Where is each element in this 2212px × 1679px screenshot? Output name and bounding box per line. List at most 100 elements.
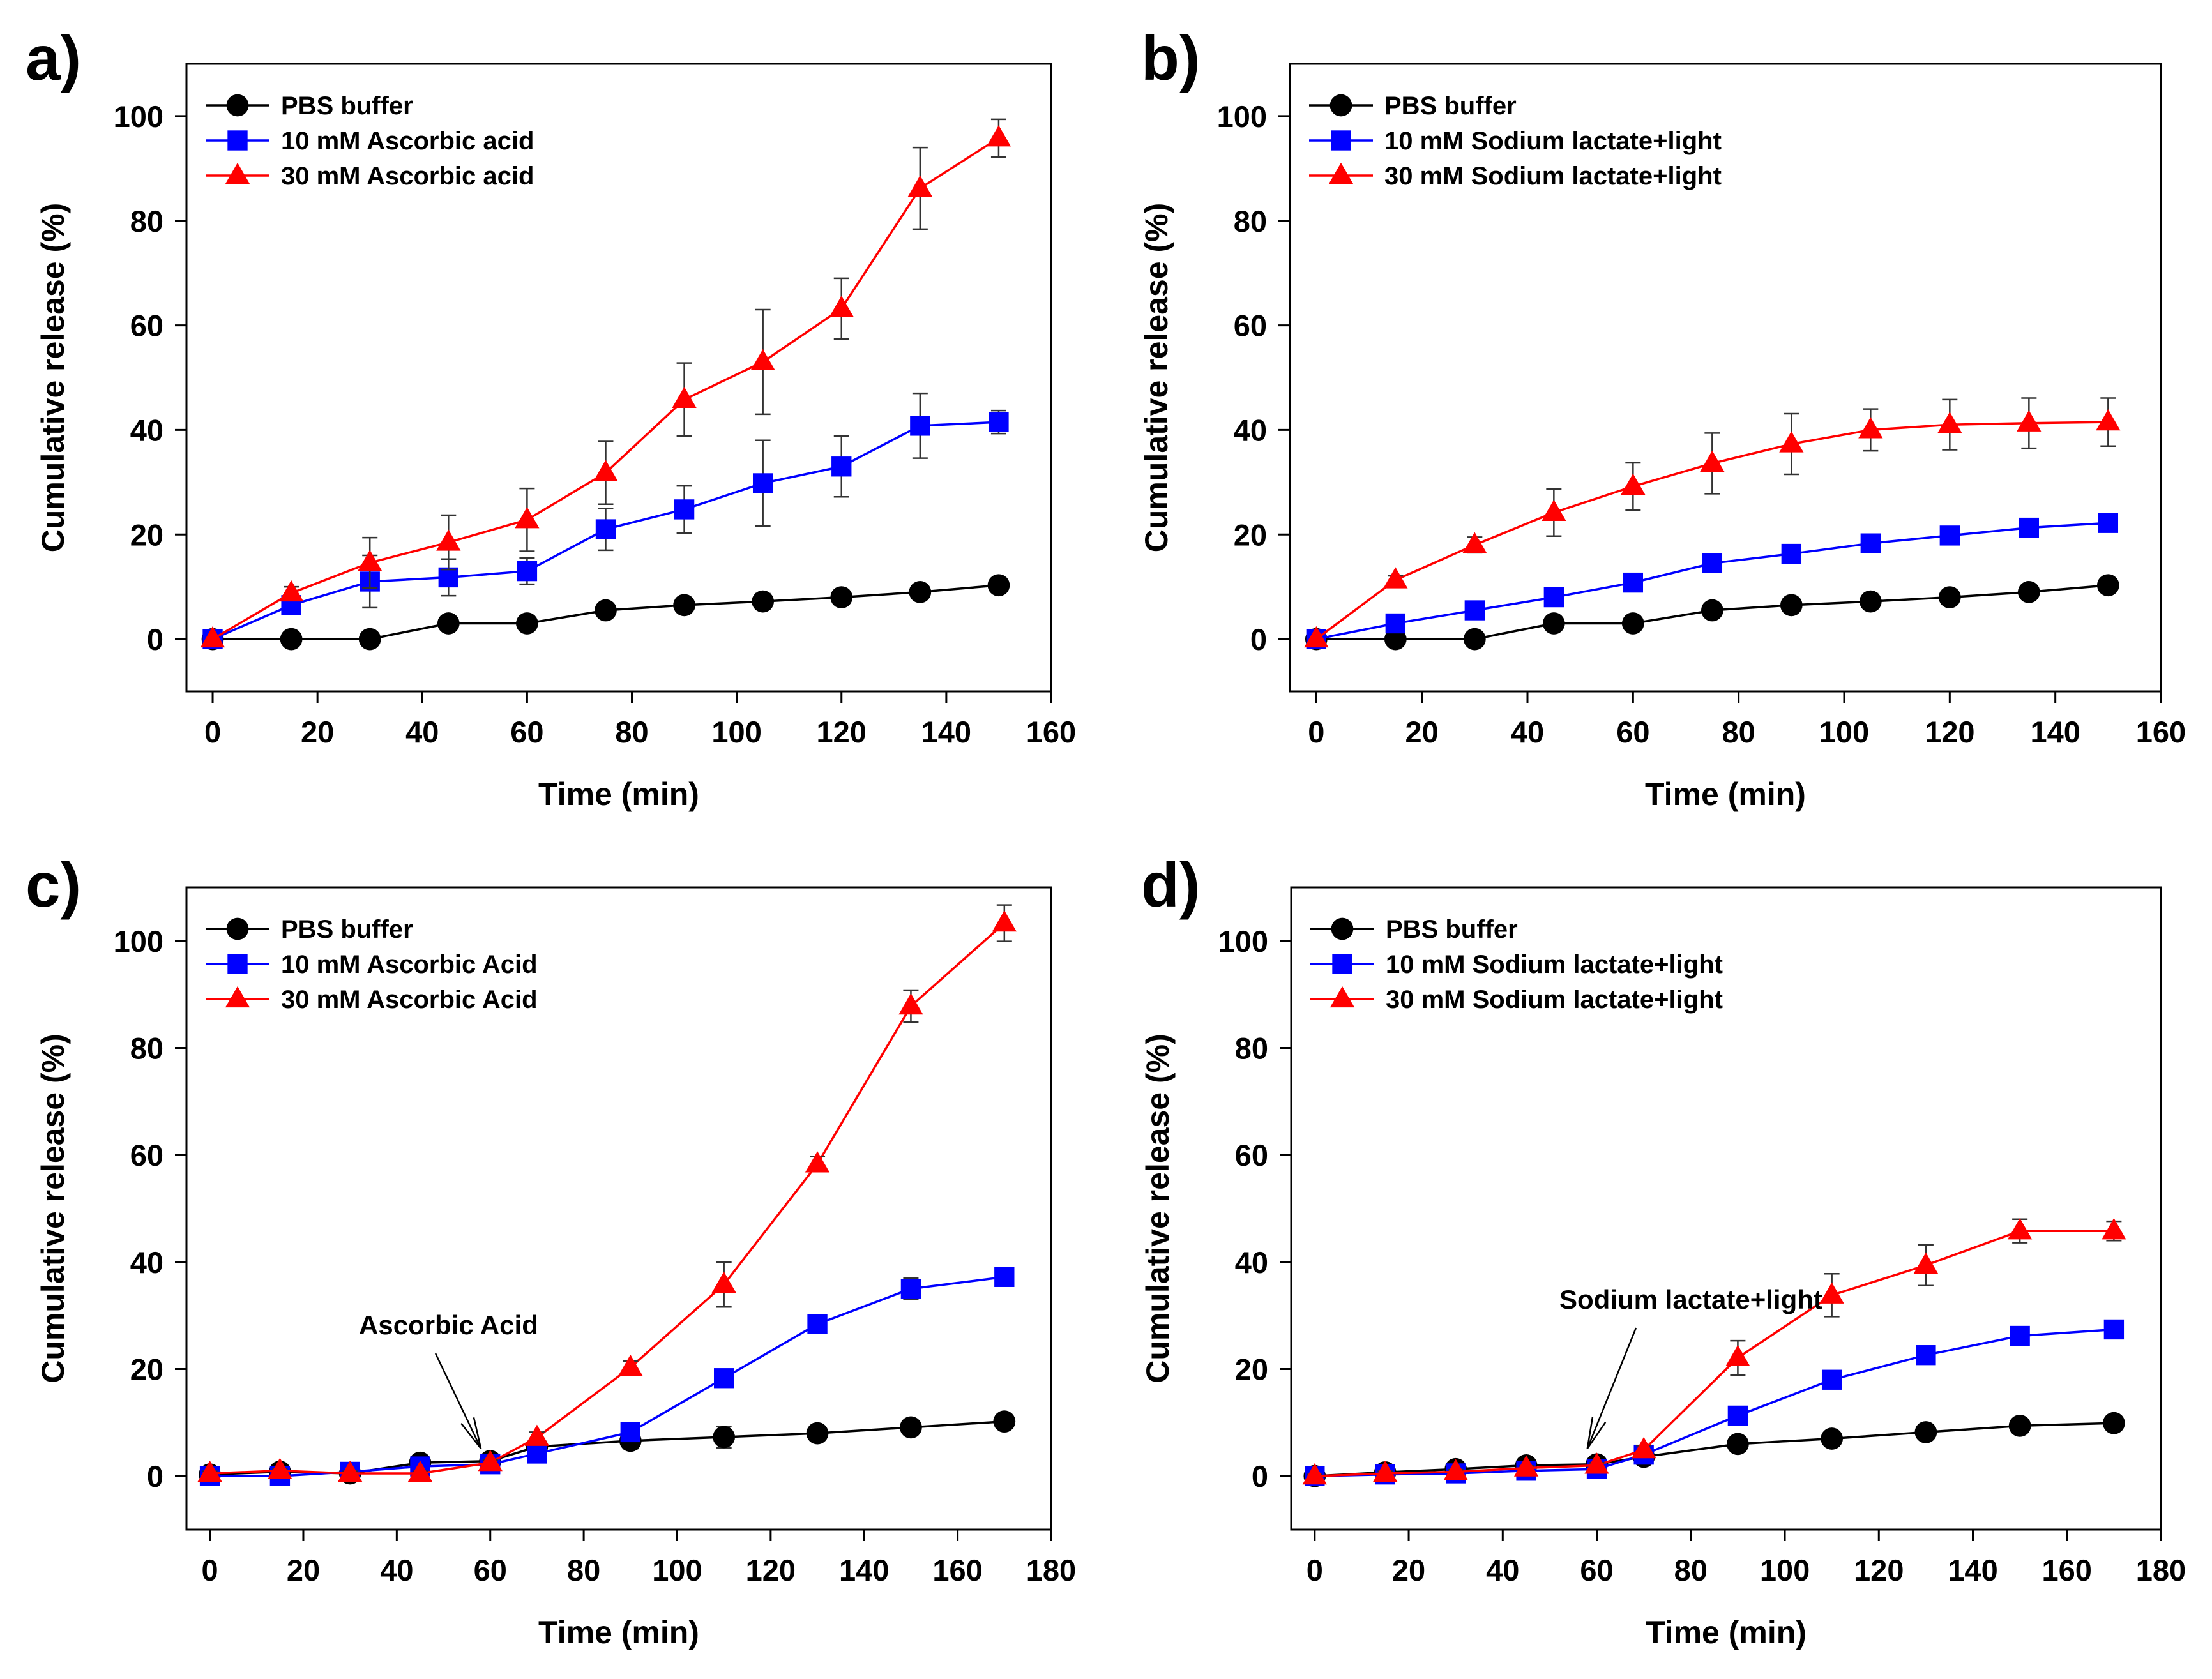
plot-frame xyxy=(185,63,1052,693)
legend-label: 10 mM Sodium lactate+light xyxy=(1384,127,1722,155)
data-point xyxy=(1938,586,1961,608)
data-point xyxy=(1727,1433,1749,1456)
x-tick-label: 0 xyxy=(1308,715,1324,749)
data-point xyxy=(1821,1427,1844,1450)
legend: PBS buffer 10 mM Ascorbic acid 30 mM Ascor… xyxy=(206,92,534,190)
series-line xyxy=(212,137,999,640)
annotation-text: Sodium lactate+light xyxy=(1559,1284,1822,1314)
y-axis-title: Cumulative release (%) xyxy=(35,1034,71,1383)
y-tick-label: 60 xyxy=(1235,1138,1268,1172)
x-tick-label: 120 xyxy=(746,1553,796,1587)
legend-marker xyxy=(1328,162,1354,184)
data-point xyxy=(593,460,618,481)
data-point xyxy=(358,550,383,571)
x-tick-label: 180 xyxy=(1026,1553,1076,1587)
data-point xyxy=(830,586,853,608)
x-tick-label: 140 xyxy=(1948,1553,1997,1587)
legend-marker xyxy=(1329,94,1352,117)
data-point xyxy=(618,1354,643,1376)
x-tick-label: 20 xyxy=(1405,715,1439,749)
data-point xyxy=(1939,525,1960,546)
annotation-arrow xyxy=(434,1353,482,1449)
y-tick-label: 80 xyxy=(1234,204,1267,238)
data-point xyxy=(2010,1325,2030,1346)
data-point xyxy=(1513,1455,1539,1477)
data-point xyxy=(1702,553,1723,573)
data-point xyxy=(1914,1421,1937,1443)
legend-marker xyxy=(225,986,250,1008)
series-square xyxy=(199,1267,1015,1486)
annotation-text: Ascorbic Acid xyxy=(359,1310,538,1340)
x-tick-label: 20 xyxy=(301,715,334,749)
y-tick-label: 40 xyxy=(130,1246,163,1279)
legend-marker xyxy=(225,162,250,184)
legend: PBS buffer 10 mM Ascorbic Acid 30 mM Ascor… xyxy=(206,915,538,1014)
series-line xyxy=(1314,1230,2114,1477)
data-point xyxy=(436,529,461,551)
series-triangle xyxy=(200,118,1011,648)
data-point xyxy=(672,386,697,409)
data-point xyxy=(752,590,775,613)
data-point xyxy=(2096,409,2121,431)
x-tick-label: 80 xyxy=(1722,715,1755,749)
plot-frame xyxy=(185,886,1052,1531)
data-point xyxy=(992,910,1017,932)
legend-marker xyxy=(227,954,248,974)
y-tick-label: 40 xyxy=(1234,413,1267,447)
data-point xyxy=(1464,600,1485,621)
data-point xyxy=(2102,1218,2126,1240)
data-point xyxy=(805,1151,830,1173)
y-tick-label: 80 xyxy=(1235,1032,1268,1065)
series-square xyxy=(1306,513,2119,649)
x-tick-label: 40 xyxy=(380,1553,413,1587)
y-tick-label: 40 xyxy=(130,413,163,447)
legend-label: 30 mM Ascorbic Acid xyxy=(281,986,538,1014)
series-line xyxy=(209,1276,1005,1477)
data-point xyxy=(1384,628,1407,651)
legend-label: 30 mM Sodium lactate+light xyxy=(1386,986,1723,1014)
panel-label: d) xyxy=(1141,850,1201,920)
data-point xyxy=(1821,1369,1842,1390)
series-circle xyxy=(201,574,1010,651)
series-square xyxy=(1305,1319,2125,1486)
legend-label: 10 mM Ascorbic acid xyxy=(281,127,534,155)
x-axis-title: Time (min) xyxy=(1645,776,1806,812)
data-point xyxy=(713,1426,736,1449)
legend-label: PBS buffer xyxy=(1384,92,1517,120)
data-point xyxy=(1304,626,1329,648)
x-tick-label: 140 xyxy=(2030,715,2080,749)
data-point xyxy=(620,1422,640,1443)
data-point xyxy=(1302,1463,1327,1485)
data-point xyxy=(1700,450,1725,472)
x-tick-label: 160 xyxy=(2042,1553,2092,1587)
legend: PBS buffer 10 mM Sodium lactate+light 30 m… xyxy=(1310,915,1723,1014)
panel-c: c) 0 20 40 60 80 100 120 140 160 180 0 20 40 60 80 100 Ti… xyxy=(26,850,1076,1650)
y-tick-label: 20 xyxy=(1235,1353,1268,1387)
series-line xyxy=(1315,522,2109,640)
x-tick-label: 120 xyxy=(817,715,867,749)
x-tick-label: 100 xyxy=(652,1553,702,1587)
series-line xyxy=(1314,1328,2114,1477)
panel-label: b) xyxy=(1141,23,1201,93)
x-tick-label: 80 xyxy=(1674,1553,1708,1587)
data-point xyxy=(987,574,1010,597)
legend: PBS buffer 10 mM Sodium lactate+light 30 m… xyxy=(1309,92,1722,190)
x-tick-label: 0 xyxy=(202,1553,218,1587)
data-point xyxy=(268,1457,292,1479)
data-point xyxy=(2103,1319,2125,1340)
panel-d: d) 0 20 40 60 80 100 120 140 160 180 0 20 40 60 80 100 Ti… xyxy=(1140,850,2186,1650)
y-axis-title: Cumulative release (%) xyxy=(35,203,71,552)
y-tick-label: 80 xyxy=(130,1032,163,1065)
data-point xyxy=(989,412,1009,432)
panel-a: a) 0 20 40 60 80 100 120 140 160 0 20 40 60 80 100 Time … xyxy=(26,23,1076,812)
series-triangle xyxy=(197,904,1017,1482)
data-point xyxy=(1780,594,1803,617)
legend-label: PBS buffer xyxy=(281,92,413,120)
data-point xyxy=(806,1422,829,1445)
x-tick-label: 120 xyxy=(1854,1553,1904,1587)
data-point xyxy=(1621,473,1646,495)
data-point xyxy=(1462,532,1487,553)
x-tick-label: 100 xyxy=(711,715,761,749)
x-tick-label: 60 xyxy=(1580,1553,1613,1587)
